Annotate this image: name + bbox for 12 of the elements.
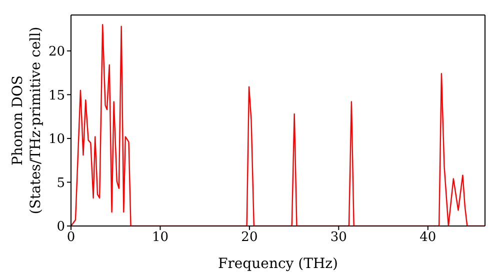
x-axis-title: Frequency (THz)	[218, 256, 338, 272]
y-tick-label: 15	[48, 88, 65, 104]
y-tick-label: 0	[56, 220, 65, 235]
y-tick-label: 10	[48, 132, 65, 148]
x-tick-label: 10	[152, 230, 168, 246]
y-tick-label: 20	[48, 44, 65, 60]
x-tick-label: 40	[420, 230, 436, 246]
x-tick-label: 30	[330, 230, 347, 246]
x-tick-label: 20	[241, 230, 258, 246]
y-axis-title: Phonon DOS (States/THz·primitive cell)	[10, 26, 44, 214]
y-tick-label: 5	[56, 176, 65, 191]
x-tick-label: 0	[66, 230, 76, 246]
